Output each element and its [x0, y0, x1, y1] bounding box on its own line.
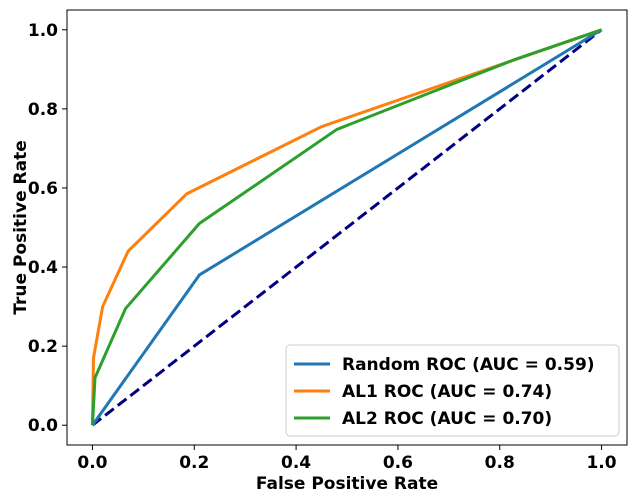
legend-entry: AL1 ROC (AUC = 0.74): [342, 382, 552, 402]
y-tick-label: 0.0: [28, 416, 58, 436]
series-line-2: [90, 28, 603, 426]
axis-ticks: 0.0 0.2 0.4 0.6 0.8 1.0 0.0 0.2 0.4 0.6 0.8 1.0: [28, 21, 617, 473]
y-tick-label: 1.0: [28, 21, 58, 41]
y-tick-label: 0.4: [28, 258, 58, 278]
legend: Random ROC (AUC = 0.59) AL1 ROC (AUC = 0.…: [285, 344, 620, 437]
legend-box: [285, 344, 620, 437]
x-tick-label: 0.4: [281, 453, 311, 473]
chance-diagonal-line: [91, 28, 603, 427]
plot-frame: [66, 9, 628, 446]
x-tick-label: 0.6: [383, 453, 413, 473]
legend-entry: AL2 ROC (AUC = 0.70): [342, 409, 552, 429]
plot-lines: [90, 28, 603, 427]
legend-entry: Random ROC (AUC = 0.59): [342, 355, 595, 375]
x-tick-label: 0.8: [485, 453, 515, 473]
x-tick-label: 0.0: [77, 453, 107, 473]
x-axis-label: False Positive Rate: [256, 474, 438, 494]
y-tick-label: 0.6: [28, 179, 58, 199]
y-axis-label: True Positive Rate: [11, 140, 31, 314]
y-tick-label: 0.8: [28, 100, 58, 120]
x-tick-label: 1.0: [586, 453, 616, 473]
series-line-0: [91, 28, 603, 427]
y-tick-label: 0.2: [28, 337, 58, 357]
x-tick-label: 0.2: [179, 453, 209, 473]
